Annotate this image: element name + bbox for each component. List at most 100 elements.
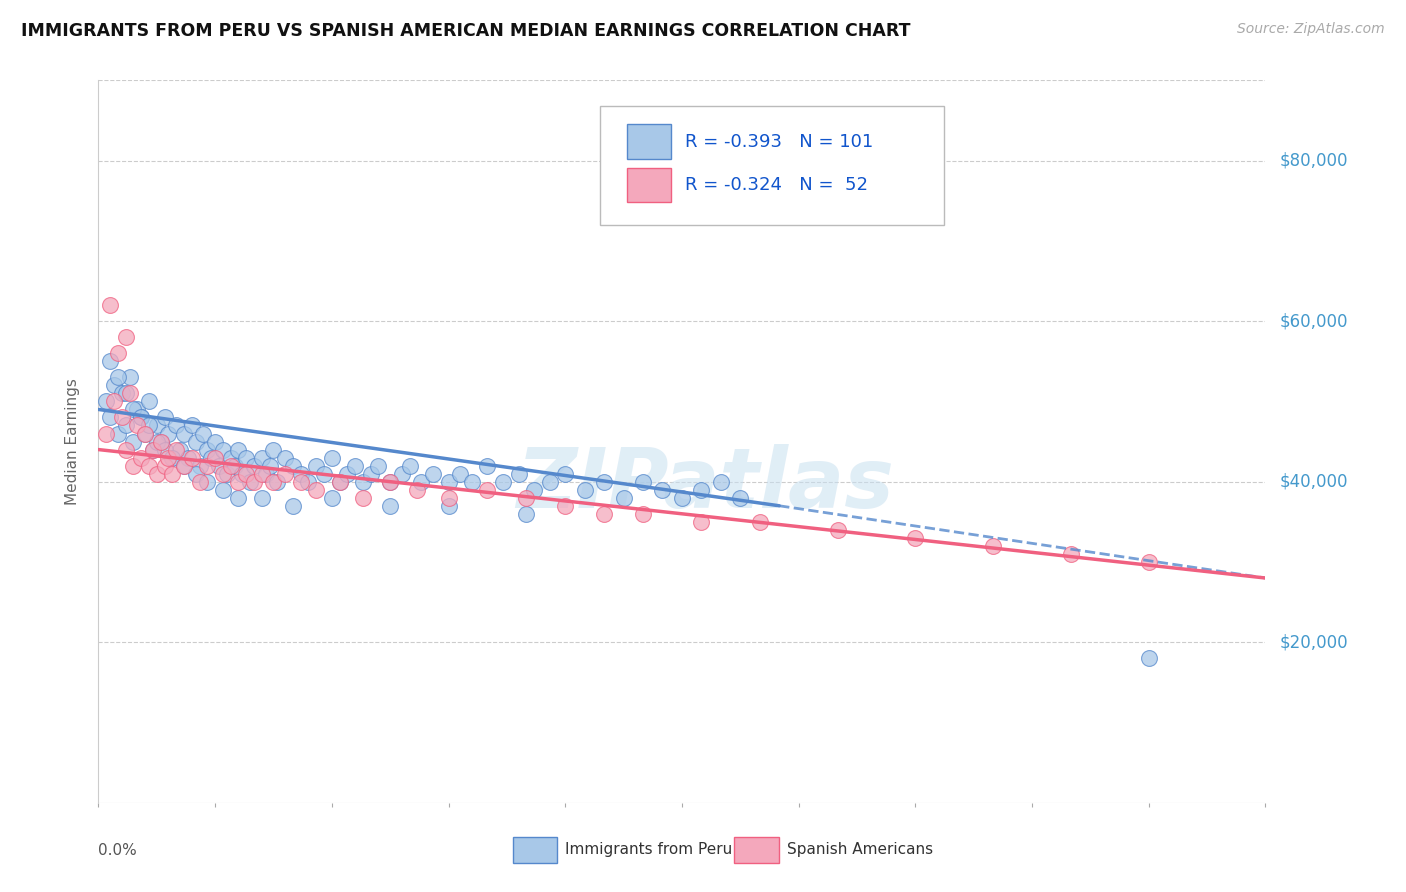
Text: R = -0.324   N =  52: R = -0.324 N = 52 [685,176,869,194]
Point [162,450,184,465]
Point [631,507,654,521]
Point [212,483,235,497]
Point [107,346,129,360]
Point [162,450,184,465]
Point [111,386,134,401]
Point [184,467,207,481]
Point [146,467,169,481]
Point [411,475,433,489]
Point [574,483,596,497]
Bar [627,124,672,159]
Text: ZIPatlas: ZIPatlas [516,444,894,525]
Point [274,467,297,481]
Point [114,418,136,433]
Point [219,450,242,465]
Bar [734,837,779,863]
Point [321,450,343,465]
Point [169,442,191,457]
Point [477,458,499,473]
Point [613,491,636,505]
Point [195,458,218,473]
Text: IMMIGRANTS FROM PERU VS SPANISH AMERICAN MEDIAN EARNINGS CORRELATION CHART: IMMIGRANTS FROM PERU VS SPANISH AMERICAN… [21,22,911,40]
Point [259,458,281,473]
Point [142,442,165,457]
Point [215,467,238,481]
Point [312,467,335,481]
Point [146,434,169,449]
Text: Immigrants from Peru: Immigrants from Peru [565,842,733,857]
Point [118,370,141,384]
Point [188,475,211,489]
Point [138,458,160,473]
Point [195,442,218,457]
Point [235,467,257,481]
Point [690,515,713,529]
Point [538,475,561,489]
Point [149,434,172,449]
Point [180,450,202,465]
Point [98,298,121,312]
Point [515,507,537,521]
Point [250,491,273,505]
Text: $80,000: $80,000 [1279,152,1348,169]
Point [177,450,200,465]
Point [262,475,284,489]
Point [297,475,319,489]
Point [492,475,515,489]
Text: Spanish Americans: Spanish Americans [787,842,934,857]
Point [827,523,849,537]
Point [321,491,343,505]
Point [329,475,352,489]
Point [153,458,176,473]
Point [437,475,460,489]
Point [228,442,250,457]
Point [235,450,257,465]
Point [281,499,304,513]
Point [114,442,136,457]
Point [165,418,187,433]
Point [224,458,246,473]
Text: $20,000: $20,000 [1279,633,1348,651]
Point [254,467,277,481]
Point [593,475,616,489]
Point [111,410,134,425]
Point [380,475,402,489]
Point [1137,651,1160,665]
Point [710,475,733,489]
Point [129,450,152,465]
Point [336,467,359,481]
Point [274,450,297,465]
Point [122,458,145,473]
Point [262,442,284,457]
Point [200,450,222,465]
Point [184,434,207,449]
Point [114,330,136,344]
Point [508,467,530,481]
Point [204,450,226,465]
Point [98,354,121,368]
Point [127,418,149,433]
Point [153,442,176,457]
Point [250,450,273,465]
Point [1137,555,1160,569]
Point [239,475,262,489]
Text: 0.0%: 0.0% [98,843,138,857]
Point [422,467,444,481]
Point [243,458,266,473]
Point [367,458,389,473]
Point [730,491,752,505]
Point [122,434,145,449]
Point [153,410,176,425]
Point [107,426,129,441]
Point [461,475,484,489]
Point [162,467,184,481]
Point [114,386,136,401]
Point [157,426,180,441]
Point [208,458,231,473]
Point [173,458,195,473]
Point [437,499,460,513]
Point [173,426,195,441]
Point [193,426,215,441]
FancyBboxPatch shape [600,105,945,225]
Point [449,467,471,481]
